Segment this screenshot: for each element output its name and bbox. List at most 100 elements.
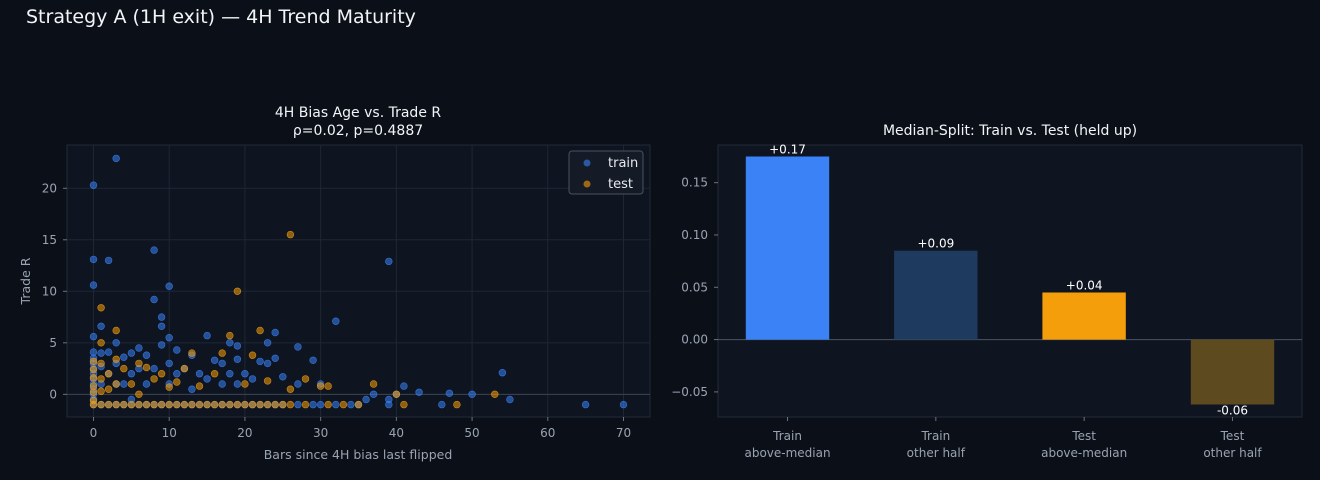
test-point — [180, 364, 189, 373]
test-point — [233, 400, 242, 409]
train-point — [316, 400, 325, 409]
train-point — [127, 349, 136, 357]
test-point — [89, 365, 98, 374]
train-point — [127, 370, 136, 378]
train-point — [294, 400, 302, 409]
scatter-points — [89, 154, 628, 409]
test-point — [112, 380, 120, 388]
y-tick-label: 5 — [49, 336, 57, 350]
test-point — [263, 377, 272, 385]
x-tick-label: 0 — [90, 426, 98, 440]
bar-panel: +0.17+0.09+0.04-0.06 Trainabove-medianTr… — [671, 123, 1303, 460]
train-point — [332, 317, 340, 325]
x-tick-label: 20 — [237, 426, 252, 440]
train-point — [218, 359, 226, 368]
train-point — [309, 400, 317, 409]
train-point — [203, 375, 211, 383]
test-point — [271, 400, 279, 409]
train-point — [263, 359, 272, 368]
test-point — [226, 331, 234, 340]
bar-value-label: -0.06 — [1217, 403, 1248, 417]
test-point — [248, 351, 257, 359]
test-point — [491, 390, 499, 398]
x-tick-label: Test — [1220, 429, 1245, 443]
test-point — [195, 382, 204, 390]
train-point — [271, 328, 279, 337]
x-tick-label: above-median — [1041, 446, 1127, 460]
test-point — [256, 326, 264, 335]
x-tick-label: above-median — [744, 446, 830, 460]
series-test — [89, 230, 499, 409]
test-point — [97, 400, 105, 409]
y-tick-label: 0.15 — [681, 176, 708, 190]
scatter-x-ticks: 0 10 20 30 40 50 60 70 — [90, 417, 631, 440]
x-tick-label: 40 — [389, 426, 404, 440]
train-point — [203, 331, 211, 340]
x-tick-label: 30 — [313, 426, 328, 440]
test-point — [354, 400, 363, 409]
train-point — [112, 154, 120, 163]
test-point — [97, 375, 105, 383]
test-point — [218, 400, 226, 409]
test-point — [286, 400, 295, 409]
test-point — [316, 382, 325, 390]
train-point — [97, 322, 105, 330]
train-point — [89, 332, 98, 341]
y-tick-label: 20 — [42, 181, 57, 195]
train-point — [89, 281, 98, 289]
test-point — [135, 400, 143, 409]
scatter-y-ticks: 0 5 10 15 20 — [42, 181, 67, 401]
train-point — [89, 348, 98, 356]
test-point — [301, 400, 310, 409]
test-point — [210, 370, 219, 378]
train-point — [233, 355, 242, 363]
test-point — [120, 364, 128, 373]
test-point — [324, 400, 332, 409]
train-point — [241, 370, 249, 378]
y-tick-label: 0.10 — [681, 228, 708, 242]
legend-test-label: test — [608, 177, 633, 192]
train-point — [157, 322, 166, 330]
train-point — [97, 349, 105, 357]
test-point — [165, 383, 173, 391]
train-point — [104, 256, 113, 265]
bar — [894, 250, 978, 340]
train-point — [173, 370, 181, 378]
train-point — [142, 351, 151, 359]
train-point — [89, 255, 98, 264]
legend-test-marker — [583, 180, 591, 188]
test-point — [241, 400, 249, 409]
train-point — [233, 380, 242, 388]
train-point — [165, 334, 173, 342]
test-point — [233, 287, 242, 295]
test-point — [89, 357, 98, 366]
train-point — [165, 282, 173, 290]
test-point — [135, 359, 143, 368]
x-tick-label: Train — [772, 429, 802, 443]
train-point — [619, 400, 628, 409]
x-tick-label: other half — [1203, 446, 1262, 460]
train-point — [415, 388, 423, 396]
y-tick-label: 15 — [42, 233, 57, 247]
train-point — [188, 385, 196, 393]
train-point — [271, 354, 279, 362]
train-point — [385, 257, 393, 266]
bar-value-label: +0.17 — [769, 143, 806, 157]
bar-title: Median-Split: Train vs. Test (held up) — [883, 123, 1137, 139]
test-point — [97, 339, 105, 347]
test-point — [180, 400, 189, 409]
test-point — [286, 230, 295, 239]
test-point — [195, 400, 204, 409]
test-point — [453, 400, 461, 409]
train-point — [506, 395, 514, 404]
test-point — [142, 363, 151, 372]
test-point — [286, 385, 295, 393]
bars: +0.17 +0.09 +0.04 -0.06 — [745, 143, 1275, 417]
train-point — [279, 373, 287, 381]
legend-train-marker — [583, 159, 591, 167]
test-point — [165, 400, 173, 409]
test-point — [188, 400, 196, 409]
y-tick-label: 0 — [49, 387, 57, 401]
train-point — [218, 380, 226, 388]
